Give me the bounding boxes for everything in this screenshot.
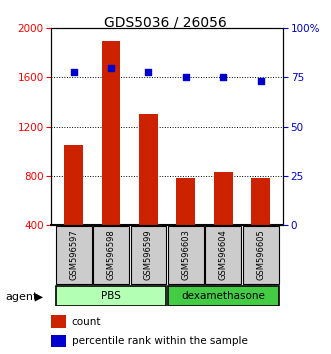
Text: agent: agent xyxy=(5,292,37,302)
FancyBboxPatch shape xyxy=(243,226,278,284)
Text: GSM596603: GSM596603 xyxy=(181,229,190,280)
Point xyxy=(146,69,151,74)
FancyBboxPatch shape xyxy=(205,226,241,284)
Point xyxy=(183,75,188,80)
Text: GSM596605: GSM596605 xyxy=(256,229,265,280)
Text: GDS5036 / 26056: GDS5036 / 26056 xyxy=(104,16,227,30)
Bar xyxy=(65,145,83,225)
FancyBboxPatch shape xyxy=(168,286,278,306)
Bar xyxy=(251,178,270,225)
Bar xyxy=(51,335,66,347)
Text: GSM596604: GSM596604 xyxy=(219,229,228,280)
Text: dexamethasone: dexamethasone xyxy=(181,291,265,301)
Bar xyxy=(176,178,195,225)
FancyBboxPatch shape xyxy=(168,226,204,284)
Polygon shape xyxy=(35,293,43,302)
Text: percentile rank within the sample: percentile rank within the sample xyxy=(71,336,248,346)
Bar xyxy=(51,315,66,328)
Bar xyxy=(139,114,158,225)
FancyBboxPatch shape xyxy=(56,226,92,284)
Point xyxy=(71,69,76,74)
Bar xyxy=(102,41,120,225)
Point xyxy=(220,75,226,80)
Text: count: count xyxy=(71,316,101,327)
Text: PBS: PBS xyxy=(101,291,121,301)
FancyBboxPatch shape xyxy=(93,226,129,284)
FancyBboxPatch shape xyxy=(56,286,166,306)
FancyBboxPatch shape xyxy=(130,226,166,284)
Text: GSM596598: GSM596598 xyxy=(107,229,116,280)
Point xyxy=(109,65,114,70)
Text: GSM596597: GSM596597 xyxy=(69,229,78,280)
Bar xyxy=(214,172,233,225)
Point xyxy=(258,79,263,84)
Text: GSM596599: GSM596599 xyxy=(144,229,153,280)
